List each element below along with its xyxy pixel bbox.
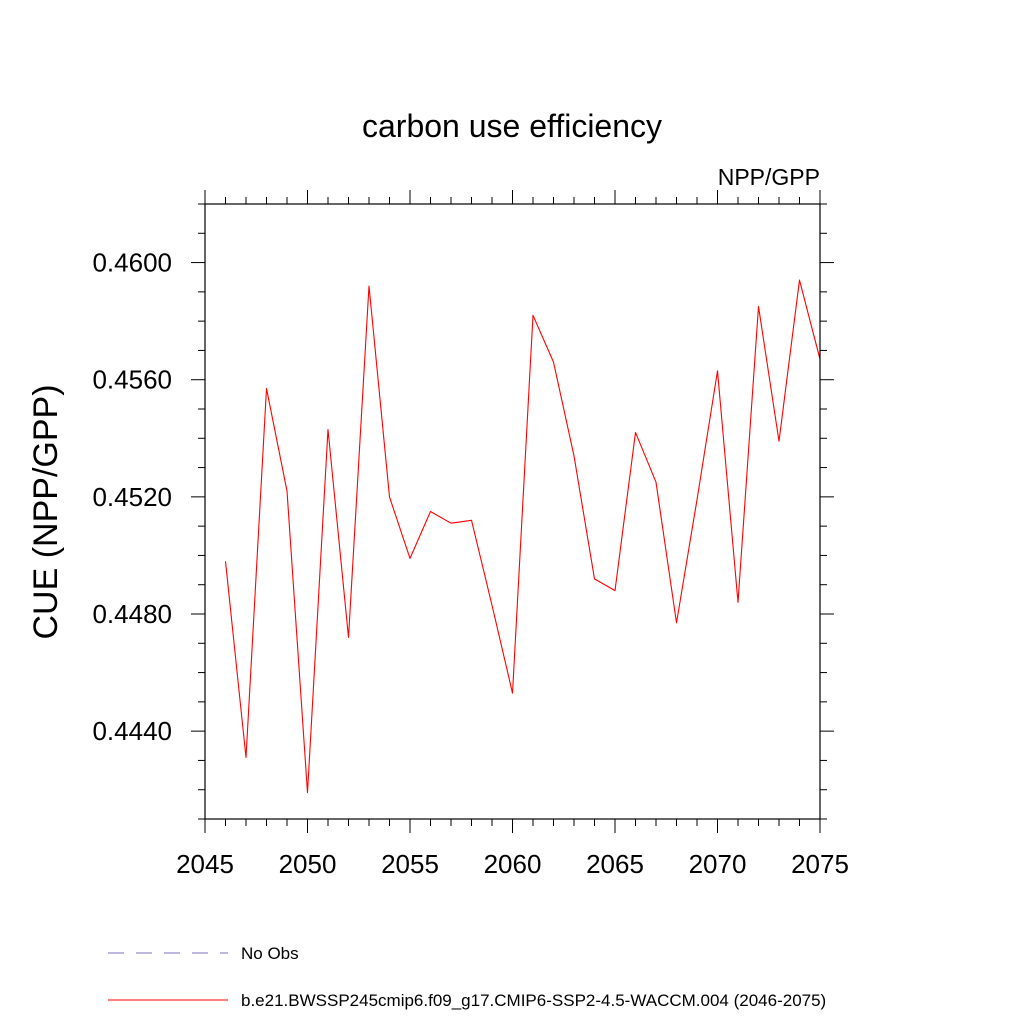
x-tick-label: 2075 bbox=[791, 849, 849, 879]
y-tick-label: 0.4440 bbox=[92, 716, 172, 746]
axis-ticks: 2045 2050 2055 2060 2065 2070 2075 0.4440 0.4480… bbox=[92, 190, 849, 879]
x-tick-label: 2070 bbox=[689, 849, 747, 879]
x-tick-label: 2065 bbox=[586, 849, 644, 879]
y-tick-label: 0.4560 bbox=[92, 365, 172, 395]
y-tick-label: 0.4600 bbox=[92, 248, 172, 278]
series-line bbox=[224, 279, 821, 794]
x-tick-label: 2050 bbox=[279, 849, 337, 879]
legend-label-2: b.e21.BWSSP245cmip6.f09_g17.CMIP6-SSP2-4… bbox=[241, 991, 826, 1010]
x-tick-label: 2045 bbox=[176, 849, 234, 879]
x-tick-label: 2055 bbox=[381, 849, 439, 879]
y-tick-label: 0.4480 bbox=[92, 599, 172, 629]
x-tick-label: 2060 bbox=[484, 849, 542, 879]
chart-subtitle: NPP/GPP bbox=[718, 164, 820, 190]
series-layer bbox=[224, 279, 821, 794]
plot-frame bbox=[204, 203, 821, 820]
y-tick-label: 0.4520 bbox=[92, 482, 172, 512]
chart-title: carbon use efficiency bbox=[362, 108, 662, 144]
legend-label-1: No Obs bbox=[241, 944, 299, 963]
legend: No Obs b.e21.BWSSP245cmip6.f09_g17.CMIP6-… bbox=[108, 944, 826, 1010]
y-axis-label: CUE (NPP/GPP) bbox=[27, 384, 65, 639]
